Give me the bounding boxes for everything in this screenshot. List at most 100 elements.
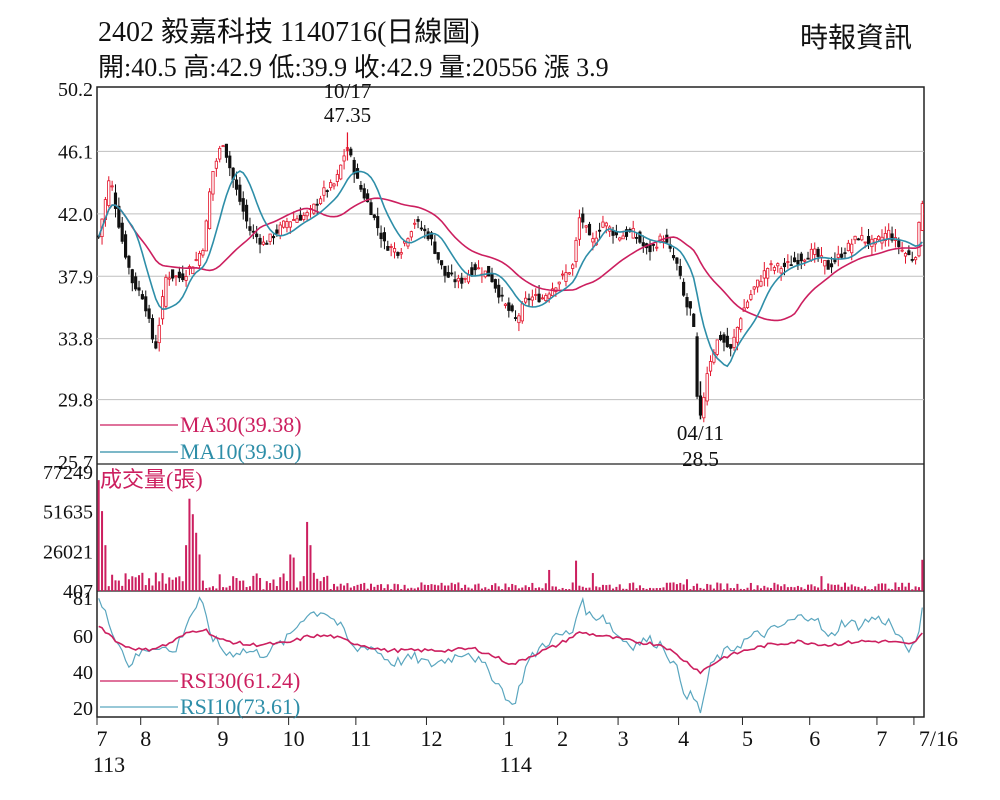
volume-bar bbox=[491, 585, 494, 591]
candle-body bbox=[389, 246, 393, 248]
volume-bar bbox=[117, 580, 120, 591]
candle-body bbox=[678, 265, 682, 276]
volume-bar bbox=[440, 582, 443, 591]
candle-body bbox=[197, 252, 202, 266]
candle-body bbox=[786, 261, 790, 263]
candle-body bbox=[446, 272, 450, 278]
volume-bar bbox=[413, 588, 416, 591]
candle-body bbox=[577, 217, 581, 240]
candle-body bbox=[675, 257, 679, 264]
volume-bar bbox=[353, 586, 356, 591]
volume-bar bbox=[776, 584, 779, 591]
volume-bar bbox=[575, 560, 578, 591]
volume-bar bbox=[585, 587, 588, 591]
candle-body bbox=[329, 182, 333, 189]
volume-bar bbox=[672, 582, 675, 591]
candle-body bbox=[295, 218, 299, 223]
candle-body bbox=[171, 269, 175, 279]
volume-bar bbox=[238, 580, 241, 591]
rsi30-line bbox=[98, 625, 923, 675]
candle-body bbox=[846, 242, 850, 252]
volume-bar bbox=[188, 498, 191, 591]
volume-bar bbox=[554, 586, 557, 591]
volume-bar bbox=[638, 585, 641, 591]
candle-body bbox=[544, 295, 548, 302]
volume-bar bbox=[595, 586, 598, 591]
volume-bar bbox=[101, 511, 104, 591]
candle-body bbox=[497, 284, 501, 298]
candle-body bbox=[450, 272, 454, 275]
volume-bar bbox=[558, 589, 561, 591]
volume-bar bbox=[722, 589, 725, 591]
volume-bar bbox=[164, 583, 167, 591]
candle-body bbox=[537, 293, 541, 303]
candle-body bbox=[258, 237, 262, 245]
volume-bar bbox=[534, 587, 537, 591]
candle-body bbox=[261, 241, 265, 245]
volume-bar bbox=[766, 587, 769, 591]
candle-body bbox=[722, 334, 726, 343]
candles bbox=[97, 143, 924, 423]
candle-body bbox=[473, 264, 477, 271]
volume-bar bbox=[107, 586, 110, 591]
source-label: 時報資訊 bbox=[800, 23, 913, 54]
volume-bar bbox=[706, 583, 709, 591]
candle-body bbox=[702, 396, 706, 419]
price-tick-label: 33.8 bbox=[58, 329, 93, 351]
candle-body bbox=[618, 237, 622, 241]
candle-body bbox=[688, 301, 692, 309]
candle-body bbox=[715, 339, 719, 355]
volume-bar bbox=[733, 588, 736, 591]
candle-body bbox=[856, 238, 861, 241]
candle-body bbox=[312, 203, 316, 214]
quote-summary: 開:40.5 高:42.9 低:39.9 收:42.9 量:20556 漲 3.… bbox=[98, 53, 609, 82]
candle-body bbox=[685, 297, 689, 308]
volume-bar bbox=[121, 585, 124, 591]
candle-body bbox=[265, 242, 269, 245]
volume-bar bbox=[460, 587, 463, 591]
candle-body bbox=[840, 253, 844, 258]
volume-bar bbox=[386, 584, 389, 591]
volume-bar bbox=[467, 587, 470, 591]
candle-body bbox=[349, 148, 353, 156]
volume-bar bbox=[568, 589, 571, 591]
volume-bar bbox=[917, 587, 920, 591]
candle-body bbox=[305, 212, 309, 217]
volume-bar bbox=[507, 587, 510, 591]
volume-bar bbox=[423, 584, 426, 591]
price-tick-label: 42.0 bbox=[58, 204, 93, 226]
volume-bar bbox=[252, 575, 255, 591]
candle-body bbox=[443, 265, 447, 276]
volume-bar bbox=[531, 582, 534, 591]
volume-bar bbox=[803, 588, 806, 591]
volume-bar bbox=[810, 584, 813, 591]
candle-body bbox=[177, 271, 181, 279]
volume-bar bbox=[292, 557, 295, 591]
volume-bar bbox=[773, 582, 776, 591]
volume-bar bbox=[581, 586, 584, 591]
volume-tick-label: 77249 bbox=[43, 462, 93, 484]
candle-body bbox=[503, 303, 508, 306]
ma30-legend: MA30(39.38) bbox=[180, 412, 302, 437]
volume-bar bbox=[185, 545, 188, 591]
volume-bar bbox=[857, 586, 860, 591]
volume-bar bbox=[285, 581, 288, 591]
volume-bar bbox=[272, 579, 275, 591]
volume-bar bbox=[541, 588, 544, 591]
candle-body bbox=[208, 191, 212, 230]
volume-bar bbox=[635, 588, 638, 591]
candle-body bbox=[719, 334, 723, 340]
candle-body bbox=[826, 260, 830, 270]
candle-body bbox=[490, 272, 494, 283]
candle-body bbox=[476, 267, 481, 270]
volume-bar bbox=[911, 589, 914, 591]
volume-bar bbox=[218, 574, 221, 591]
volume-bar bbox=[148, 578, 151, 591]
volume-bar bbox=[625, 588, 628, 591]
volume-bar bbox=[682, 584, 685, 591]
candle-body bbox=[803, 259, 807, 262]
volume-bar bbox=[265, 581, 268, 591]
volume-bar bbox=[709, 584, 712, 591]
candle-body bbox=[624, 229, 629, 237]
candle-body bbox=[150, 318, 155, 340]
